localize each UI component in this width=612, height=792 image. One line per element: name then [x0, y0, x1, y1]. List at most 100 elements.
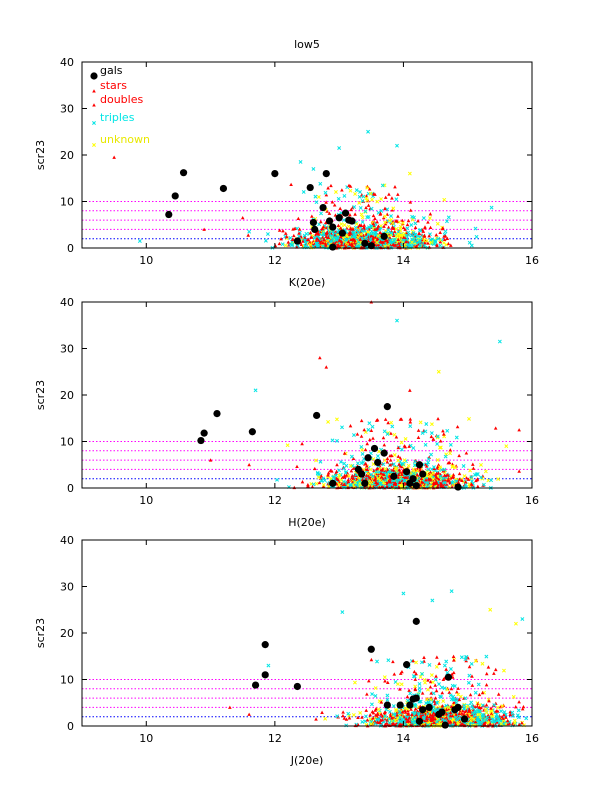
point-doubles [381, 435, 386, 440]
point-unknown [342, 223, 347, 227]
point-stars [321, 240, 325, 245]
point-unknown [442, 197, 447, 202]
point-doubles [446, 479, 450, 483]
point-doubles [467, 664, 472, 669]
point-stars [426, 241, 430, 245]
point-gals [438, 708, 446, 716]
point-triples [419, 660, 424, 665]
point-stars [413, 677, 418, 681]
point-doubles [408, 200, 413, 204]
point-triples [367, 421, 372, 426]
point-doubles [324, 234, 329, 239]
point-triples [369, 702, 374, 707]
point-stars [247, 712, 251, 716]
point-triples [430, 598, 435, 603]
point-stars [92, 89, 96, 93]
point-doubles [460, 711, 464, 715]
point-stars [339, 242, 344, 247]
point-stars [413, 225, 418, 229]
point-triples [435, 441, 440, 446]
point-stars [383, 679, 387, 683]
point-stars [228, 705, 232, 709]
point-stars [371, 213, 376, 218]
point-unknown [360, 447, 365, 452]
point-triples [385, 207, 390, 212]
point-stars [407, 715, 412, 720]
point-triples [442, 663, 447, 668]
point-doubles [337, 479, 341, 484]
point-gals [412, 617, 420, 625]
point-triples [463, 696, 468, 701]
point-triples [469, 700, 474, 705]
point-stars [397, 722, 402, 727]
point-doubles [346, 479, 351, 484]
point-triples [378, 482, 382, 487]
point-triples [412, 703, 417, 708]
point-unknown [370, 475, 375, 480]
point-triples [335, 438, 339, 443]
point-triples [335, 714, 340, 719]
point-gals [367, 645, 375, 653]
chart-panel-1: low5 10 12 14 16 0 10 20 30 40 K(20e) scr23 [34, 38, 539, 289]
point-doubles [283, 231, 288, 235]
point-doubles [336, 223, 341, 228]
point-doubles [433, 696, 438, 700]
point-triples [450, 480, 455, 485]
point-unknown [484, 710, 489, 715]
point-triples [473, 472, 477, 477]
point-stars [417, 231, 421, 235]
point-stars [446, 473, 450, 477]
point-unknown [285, 443, 290, 448]
point-stars [348, 184, 353, 188]
point-triples [502, 710, 507, 715]
point-stars [449, 686, 454, 691]
point-triples [323, 190, 328, 195]
point-stars [351, 237, 355, 241]
point-stars [368, 713, 372, 717]
point-unknown [399, 682, 404, 687]
point-doubles [398, 687, 402, 691]
point-gals [383, 403, 391, 411]
point-doubles [399, 417, 404, 421]
point-doubles [428, 225, 433, 230]
point-stars [434, 480, 439, 485]
x-axis-label: H(20e) [288, 516, 326, 529]
point-gals [390, 472, 398, 480]
point-triples [360, 719, 365, 724]
point-triples [350, 234, 355, 239]
point-triples [359, 461, 364, 466]
point-triples [247, 229, 252, 234]
point-triples [359, 444, 364, 449]
point-triples [340, 425, 344, 430]
point-triples [440, 685, 444, 690]
point-doubles [293, 226, 297, 230]
point-triples [418, 699, 423, 704]
point-unknown [429, 673, 434, 678]
legend-label: doubles [100, 93, 143, 106]
point-triples [480, 703, 485, 708]
point-doubles [367, 474, 371, 479]
point-gals [367, 242, 375, 250]
point-stars [390, 722, 394, 727]
point-triples [440, 717, 445, 722]
point-unknown [480, 661, 485, 666]
point-unknown [365, 185, 370, 190]
point-triples [470, 706, 475, 711]
point-triples [435, 719, 440, 724]
point-stars [359, 418, 364, 423]
point-stars [420, 480, 424, 484]
point-doubles [373, 216, 377, 220]
point-unknown [383, 214, 388, 219]
point-doubles [375, 237, 380, 241]
point-unknown [473, 659, 478, 663]
point-gals [325, 217, 334, 225]
x-tick-label: 14 [396, 732, 410, 745]
point-stars [396, 454, 401, 458]
point-stars [407, 688, 411, 692]
point-doubles [396, 214, 400, 218]
point-stars [484, 671, 489, 676]
point-stars [365, 441, 370, 446]
point-triples [319, 211, 324, 216]
point-stars [434, 674, 438, 678]
point-unknown [353, 480, 358, 485]
